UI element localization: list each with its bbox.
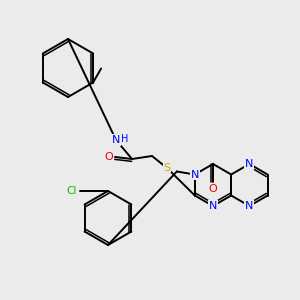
Text: N: N <box>245 159 254 169</box>
Text: O: O <box>208 184 217 194</box>
Text: H: H <box>121 134 129 144</box>
Text: N: N <box>209 201 217 211</box>
Text: N: N <box>190 169 199 179</box>
Text: N: N <box>112 135 120 145</box>
Text: Cl: Cl <box>67 186 77 196</box>
Text: O: O <box>105 152 113 162</box>
Text: S: S <box>164 163 171 173</box>
Text: N: N <box>245 201 254 211</box>
